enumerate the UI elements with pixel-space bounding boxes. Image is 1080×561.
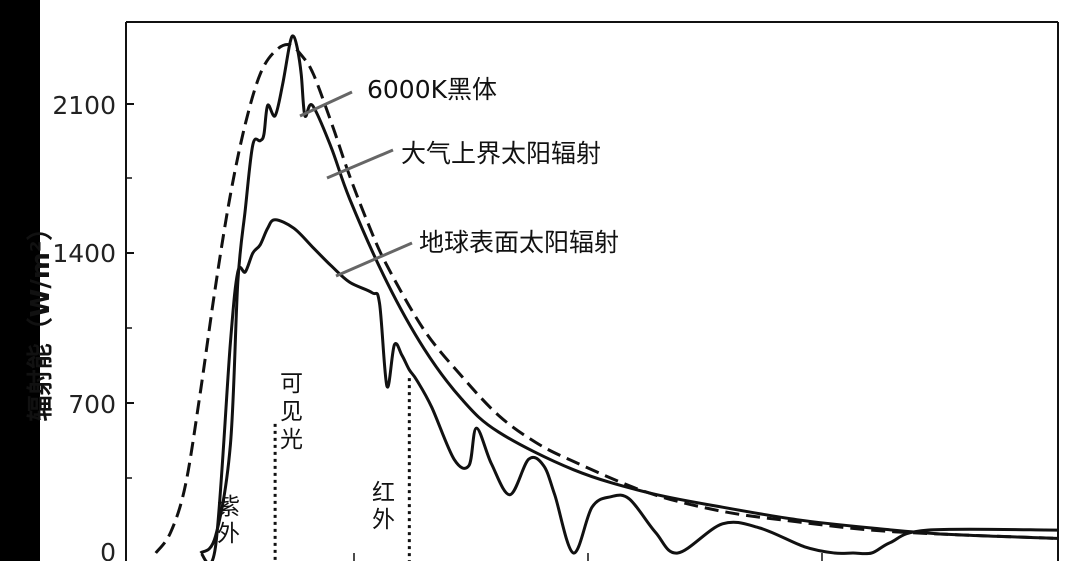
toa-leader-line [326,148,394,180]
y-tick-label: 2100 [52,91,116,120]
uv-label-char-1: 紫 [217,494,240,520]
surface-leader-line [335,241,413,278]
ir-label-char-1: 红 [372,480,395,506]
blackbody-label: 6000K黑体 [367,75,497,104]
ir-label-char-2: 外 [372,507,395,533]
uv-label-char-2: 外 [217,521,240,547]
toa-curve [199,34,1059,555]
chart-panel [40,0,1080,561]
surface-label: 地球表面太阳辐射 [419,228,619,257]
visible-label-char-1: 可 [280,371,303,397]
y-axis-title: 辐射能（W/m²） [25,215,56,422]
blackbody-curve [154,43,1059,554]
y-tick-label: 1400 [52,239,116,268]
toa-label: 大气上界太阳辐射 [401,139,601,168]
visible-label-char-2: 见 [280,399,303,425]
y-tick-label: 700 [68,390,116,419]
surface-curve [199,218,1059,561]
y-tick-label: 0 [100,538,116,561]
series-layer [154,34,1059,561]
visible-label-char-3: 光 [280,427,303,453]
blackbody-leader-line [299,90,353,118]
